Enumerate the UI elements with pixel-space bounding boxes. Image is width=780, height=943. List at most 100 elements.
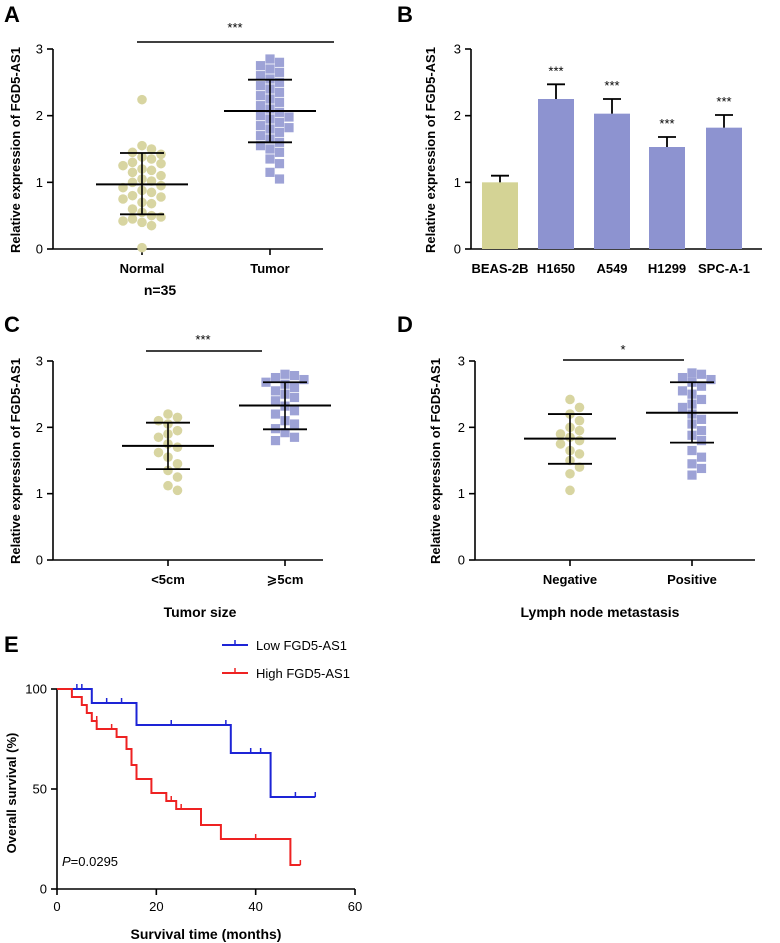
panel-a-ytick-label-0: 0 xyxy=(36,242,43,257)
panel-c-point-0-12 xyxy=(163,465,173,476)
panel-d-point-1-6 xyxy=(677,386,688,396)
panel-b-ytick-label-3: 3 xyxy=(454,42,461,57)
panel-d-point-1-0 xyxy=(687,368,697,378)
panel-d-point-1-8 xyxy=(696,394,707,405)
panel-c-point-0-13 xyxy=(172,472,183,482)
panel-a-category-1: Tumor xyxy=(250,261,289,276)
panel-d-ytick-label-3: 3 xyxy=(458,354,465,369)
panel-a-point-1-20 xyxy=(274,117,285,127)
panel-a-ytick-label-1: 1 xyxy=(36,175,43,190)
panel-c-point-0-15 xyxy=(172,485,183,496)
panel-a-point-0-9 xyxy=(118,160,128,171)
panel-e-survival-line-0 xyxy=(57,688,316,798)
panel-c-point-1-13 xyxy=(270,409,281,419)
panel-b: B Relative expression of FGD5-AS1 0 1 2 3 BE… xyxy=(397,2,762,276)
panel-c-ylabel: Relative expression of FGD5-AS1 xyxy=(8,358,23,564)
panel-c-point-1-10 xyxy=(270,396,281,406)
panel-a-point-1-29 xyxy=(265,144,275,154)
panel-d-point-1-17 xyxy=(687,445,697,456)
panel-a-point-0-21 xyxy=(127,190,138,201)
panel-d-point-1-5 xyxy=(696,381,707,391)
panel-b-category-0: BEAS-2B xyxy=(471,261,528,276)
panel-c-point-1-6 xyxy=(289,382,300,393)
panel-d-point-1-2 xyxy=(677,372,688,383)
panel-b-ytick-label-1: 1 xyxy=(454,175,461,190)
panel-a-category-0: Normal xyxy=(120,261,165,276)
panel-c-significance: *** xyxy=(195,332,210,347)
panel-label-a: A xyxy=(4,2,20,27)
panel-b-bar-3 xyxy=(649,147,685,249)
panel-a-ytick-label-3: 3 xyxy=(36,42,43,57)
panel-a-point-1-3 xyxy=(265,64,275,74)
panel-b-category-4: SPC-A-1 xyxy=(698,261,750,276)
panel-label-c: C xyxy=(4,312,20,337)
panel-d-ytick-label-0: 0 xyxy=(458,553,465,568)
panel-a-point-0-6 xyxy=(146,154,157,164)
panel-a-point-1-34 xyxy=(274,174,285,184)
panel-d-point-1-3 xyxy=(706,374,716,385)
panel-d-point-0-6 xyxy=(555,429,566,439)
panel-e-ylabel: Overall survival (%) xyxy=(4,733,19,854)
panel-d-ytick-label-2: 2 xyxy=(458,420,465,435)
panel-e-xtick-label-1: 20 xyxy=(149,899,163,914)
panel-c-point-0-11 xyxy=(172,459,183,469)
panel-c-point-0-4 xyxy=(172,425,183,436)
legend-low-label: Low FGD5-AS1 xyxy=(256,638,347,653)
pvalue-number: =0.0295 xyxy=(71,854,118,869)
panel-d-point-0-8 xyxy=(574,435,585,446)
panel-d-point-1-21 xyxy=(687,470,697,480)
panel-d-point-1-16 xyxy=(696,436,707,446)
panel-c-category-1: ⩾5cm xyxy=(267,572,304,587)
panel-a-point-1-18 xyxy=(284,112,294,122)
legend-high-label: High FGD5-AS1 xyxy=(256,666,350,681)
panel-b-bar-1 xyxy=(538,99,574,249)
panel-d-point-0-0 xyxy=(565,394,575,405)
panel-d-point-0-1 xyxy=(574,402,585,413)
panel-d-point-1-10 xyxy=(677,402,688,413)
panel-a-point-1-2 xyxy=(255,61,266,71)
panel-label-d: D xyxy=(397,312,413,337)
panel-e-xlabel: Survival time (months) xyxy=(131,926,282,942)
panel-e-ytick-label-2: 100 xyxy=(25,682,47,697)
panel-a-point-0-31 xyxy=(118,216,128,226)
panel-a-point-0-16 xyxy=(127,177,138,188)
panel-a-point-1-22 xyxy=(284,123,294,133)
panel-d-point-0-9 xyxy=(555,439,566,449)
panel-a-point-0-30 xyxy=(127,214,138,224)
panel-d-point-1-19 xyxy=(687,459,697,469)
panel-b-ytick-label-0: 0 xyxy=(454,242,461,257)
panel-c-point-1-15 xyxy=(289,419,300,429)
legend: Low FGD5-AS1 High FGD5-AS1 xyxy=(222,638,350,681)
panel-b-ytick-label-2: 2 xyxy=(454,108,461,123)
panel-c-xtitle: Tumor size xyxy=(164,604,237,620)
panel-d-point-0-3 xyxy=(574,415,585,426)
panel-b-bar-0 xyxy=(482,182,518,249)
panel-a-point-1-8 xyxy=(255,81,266,91)
panel-d-category-0: Negative xyxy=(543,572,597,587)
panel-c-point-1-3 xyxy=(299,374,309,385)
panel-e: E Overall survival (%) Survival time (mo… xyxy=(4,632,362,942)
panel-c-category-0: <5cm xyxy=(151,572,185,587)
panel-e-xtick-label-2: 40 xyxy=(248,899,262,914)
panel-a-point-1-4 xyxy=(274,67,285,77)
panel-label-b: B xyxy=(397,2,413,27)
panel-a-point-1-31 xyxy=(265,154,275,164)
panel-a-point-0-34 xyxy=(137,242,147,253)
panel-c-point-1-7 xyxy=(270,386,281,396)
panel-a-point-0-20 xyxy=(146,187,157,198)
panel-b-category-3: H1299 xyxy=(648,261,686,276)
panel-d-category-1: Positive xyxy=(667,572,717,587)
panel-e-survival-line-1 xyxy=(57,688,301,866)
panel-a-point-0-17 xyxy=(156,180,166,191)
panel-a-point-1-10 xyxy=(274,87,285,97)
panel-a-point-1-11 xyxy=(255,91,266,101)
panel-a-point-0-33 xyxy=(146,220,157,231)
panel-e-ytick-label-0: 0 xyxy=(40,882,47,897)
panel-a-point-1-28 xyxy=(255,141,266,151)
panel-a-point-1-33 xyxy=(265,167,275,177)
panel-d-point-0-11 xyxy=(574,449,585,459)
panel-d: D Relative expression of FGD5-AS1 Lymph … xyxy=(397,312,755,620)
panel-d-point-0-15 xyxy=(565,485,575,496)
panel-b-significance-4: *** xyxy=(716,94,731,109)
panel-a-point-0-32 xyxy=(137,217,147,228)
